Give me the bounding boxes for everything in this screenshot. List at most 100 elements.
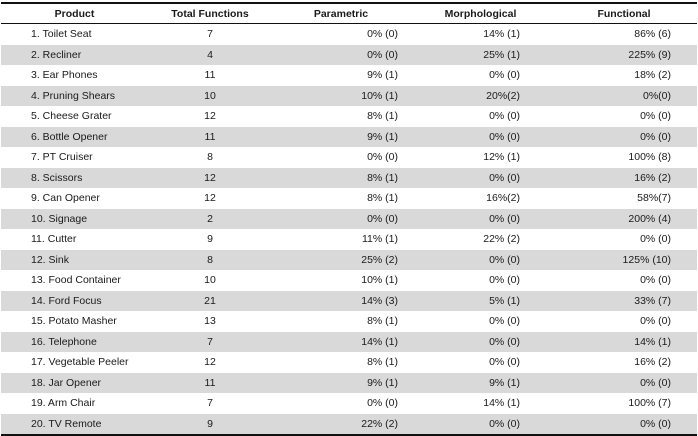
table-row: 13. Food Container 10 10% (1) 0% (0) 0% (0): [1, 270, 697, 291]
cell-morphological: 0% (0): [410, 413, 551, 434]
table-row: 19. Arm Chair 7 0% (0) 14% (1) 100% (7): [1, 393, 697, 414]
cell-morphological: 14% (1): [483, 397, 520, 410]
cell-morphological: 0% (0): [489, 356, 520, 369]
cell-parametric: 9% (1): [272, 372, 410, 393]
cell-functional: 0% (0): [640, 315, 671, 328]
cell-parametric: 10% (1): [361, 274, 398, 287]
cell-total-functions: 12: [204, 356, 216, 369]
header-product: Product: [1, 4, 148, 24]
table-row: 2. Recliner 4 0% (0) 25% (1) 225% (9): [1, 44, 697, 65]
cell-functional: 58%(7): [637, 192, 671, 205]
table-row: 12. Sink 8 25% (2) 0% (0) 125% (10): [1, 249, 697, 270]
cell-morphological: 14% (1): [483, 28, 520, 41]
cell-morphological: 0% (0): [410, 126, 551, 147]
cell-parametric: 8% (1): [367, 356, 398, 369]
table-row: 1. Toilet Seat 7 0% (0) 14% (1) 86% (6): [1, 24, 697, 45]
cell-total-functions: 11: [148, 372, 272, 393]
cell-morphological: 0% (0): [410, 331, 551, 352]
cell-functional: 0% (0): [640, 110, 671, 123]
cell-total-functions: 7: [148, 331, 272, 352]
table-row: 10. Signage 2 0% (0) 0% (0) 200% (4): [1, 208, 697, 229]
cell-parametric: 0% (0): [367, 397, 398, 410]
cell-product: 20. TV Remote: [1, 413, 148, 434]
cell-total-functions: 9: [148, 413, 272, 434]
table-row: 3. Ear Phones 11 9% (1) 0% (0) 18% (2): [1, 65, 697, 86]
cell-product: 14. Ford Focus: [1, 290, 148, 311]
cell-parametric: 14% (1): [272, 331, 410, 352]
header-parametric: Parametric: [272, 4, 410, 24]
table-row: 7. PT Cruiser 8 0% (0) 12% (1) 100% (8): [1, 147, 697, 168]
cell-functional: 14% (1): [551, 331, 697, 352]
cell-total-functions: 7: [207, 397, 213, 410]
cell-product: 8. Scissors: [1, 167, 148, 188]
cell-functional: 33% (7): [551, 290, 697, 311]
cell-parametric: 8% (1): [367, 192, 398, 205]
cell-total-functions: 21: [148, 290, 272, 311]
cell-product: 11. Cutter: [31, 233, 77, 246]
cell-parametric: 22% (2): [272, 413, 410, 434]
cell-morphological: 0% (0): [489, 274, 520, 287]
cell-morphological: 0% (0): [489, 315, 520, 328]
cell-morphological: 0% (0): [489, 69, 520, 82]
cell-parametric: 0% (0): [272, 208, 410, 229]
cell-product: 16. Telephone: [1, 331, 148, 352]
cell-parametric: 25% (2): [272, 249, 410, 270]
cell-morphological: 0% (0): [410, 249, 551, 270]
cell-morphological: 9% (1): [410, 372, 551, 393]
table-row: 9. Can Opener 12 8% (1) 16%(2) 58%(7): [1, 188, 697, 209]
cell-product: 1. Toilet Seat: [31, 28, 92, 41]
data-table: Product Total Functions Parametric Morph…: [1, 4, 697, 434]
cell-product: 10. Signage: [1, 208, 148, 229]
cell-total-functions: 7: [207, 28, 213, 41]
table-row: 6. Bottle Opener 11 9% (1) 0% (0) 0% (0): [1, 126, 697, 147]
cell-parametric: 10% (1): [272, 85, 410, 106]
table-row: 4. Pruning Shears 10 10% (1) 20%(2) 0%(0): [1, 85, 697, 106]
table-row: 8. Scissors 12 8% (1) 0% (0) 16% (2): [1, 167, 697, 188]
table-row: 18. Jar Opener 11 9% (1) 9% (1) 0% (0): [1, 372, 697, 393]
cell-total-functions: 4: [148, 44, 272, 65]
cell-total-functions: 2: [148, 208, 272, 229]
cell-product: 5. Cheese Grater: [31, 110, 112, 123]
cell-product: 4. Pruning Shears: [1, 85, 148, 106]
cell-total-functions: 9: [207, 233, 213, 246]
cell-functional: 0%(0): [551, 85, 697, 106]
cell-total-functions: 12: [204, 110, 216, 123]
cell-product: 17. Vegetable Peeler: [31, 356, 129, 369]
cell-morphological: 0% (0): [489, 110, 520, 123]
table-row: 20. TV Remote 9 22% (2) 0% (0) 0% (0): [1, 413, 697, 434]
cell-functional: 18% (2): [634, 69, 671, 82]
cell-functional: 0% (0): [551, 126, 697, 147]
cell-parametric: 0% (0): [272, 44, 410, 65]
cell-functional: 200% (4): [551, 208, 697, 229]
cell-product: 19. Arm Chair: [31, 397, 96, 410]
cell-product: 9. Can Opener: [31, 192, 100, 205]
header-functional: Functional: [551, 4, 697, 24]
cell-morphological: 16%(2): [486, 192, 520, 205]
table-header: Product Total Functions Parametric Morph…: [1, 4, 697, 24]
cell-total-functions: 12: [204, 192, 216, 205]
table-row: 17. Vegetable Peeler 12 8% (1) 0% (0) 16% (2…: [1, 352, 697, 373]
cell-morphological: 5% (1): [410, 290, 551, 311]
cell-parametric: 8% (1): [367, 110, 398, 123]
cell-parametric: 9% (1): [272, 126, 410, 147]
cell-product: 12. Sink: [1, 249, 148, 270]
table-row: 5. Cheese Grater 12 8% (1) 0% (0) 0% (0): [1, 106, 697, 127]
cell-morphological: 20%(2): [410, 85, 551, 106]
header-total-functions: Total Functions: [148, 4, 272, 24]
cell-functional: 0% (0): [551, 413, 697, 434]
cell-functional: 0% (0): [640, 233, 671, 246]
cell-parametric: 0% (0): [367, 151, 398, 164]
cell-parametric: 11% (1): [362, 233, 398, 246]
cell-total-functions: 8: [207, 151, 213, 164]
cell-morphological: 0% (0): [410, 167, 551, 188]
cell-product: 2. Recliner: [1, 44, 148, 65]
cell-total-functions: 10: [204, 274, 216, 287]
header-row: Product Total Functions Parametric Morph…: [1, 4, 697, 24]
cell-functional: 100% (8): [628, 151, 671, 164]
cell-parametric: 0% (0): [367, 28, 398, 41]
cell-parametric: 9% (1): [367, 69, 398, 82]
table-row: 15. Potato Masher 13 8% (1) 0% (0) 0% (0): [1, 311, 697, 332]
cell-functional: 125% (10): [551, 249, 697, 270]
cell-total-functions: 13: [204, 315, 216, 328]
